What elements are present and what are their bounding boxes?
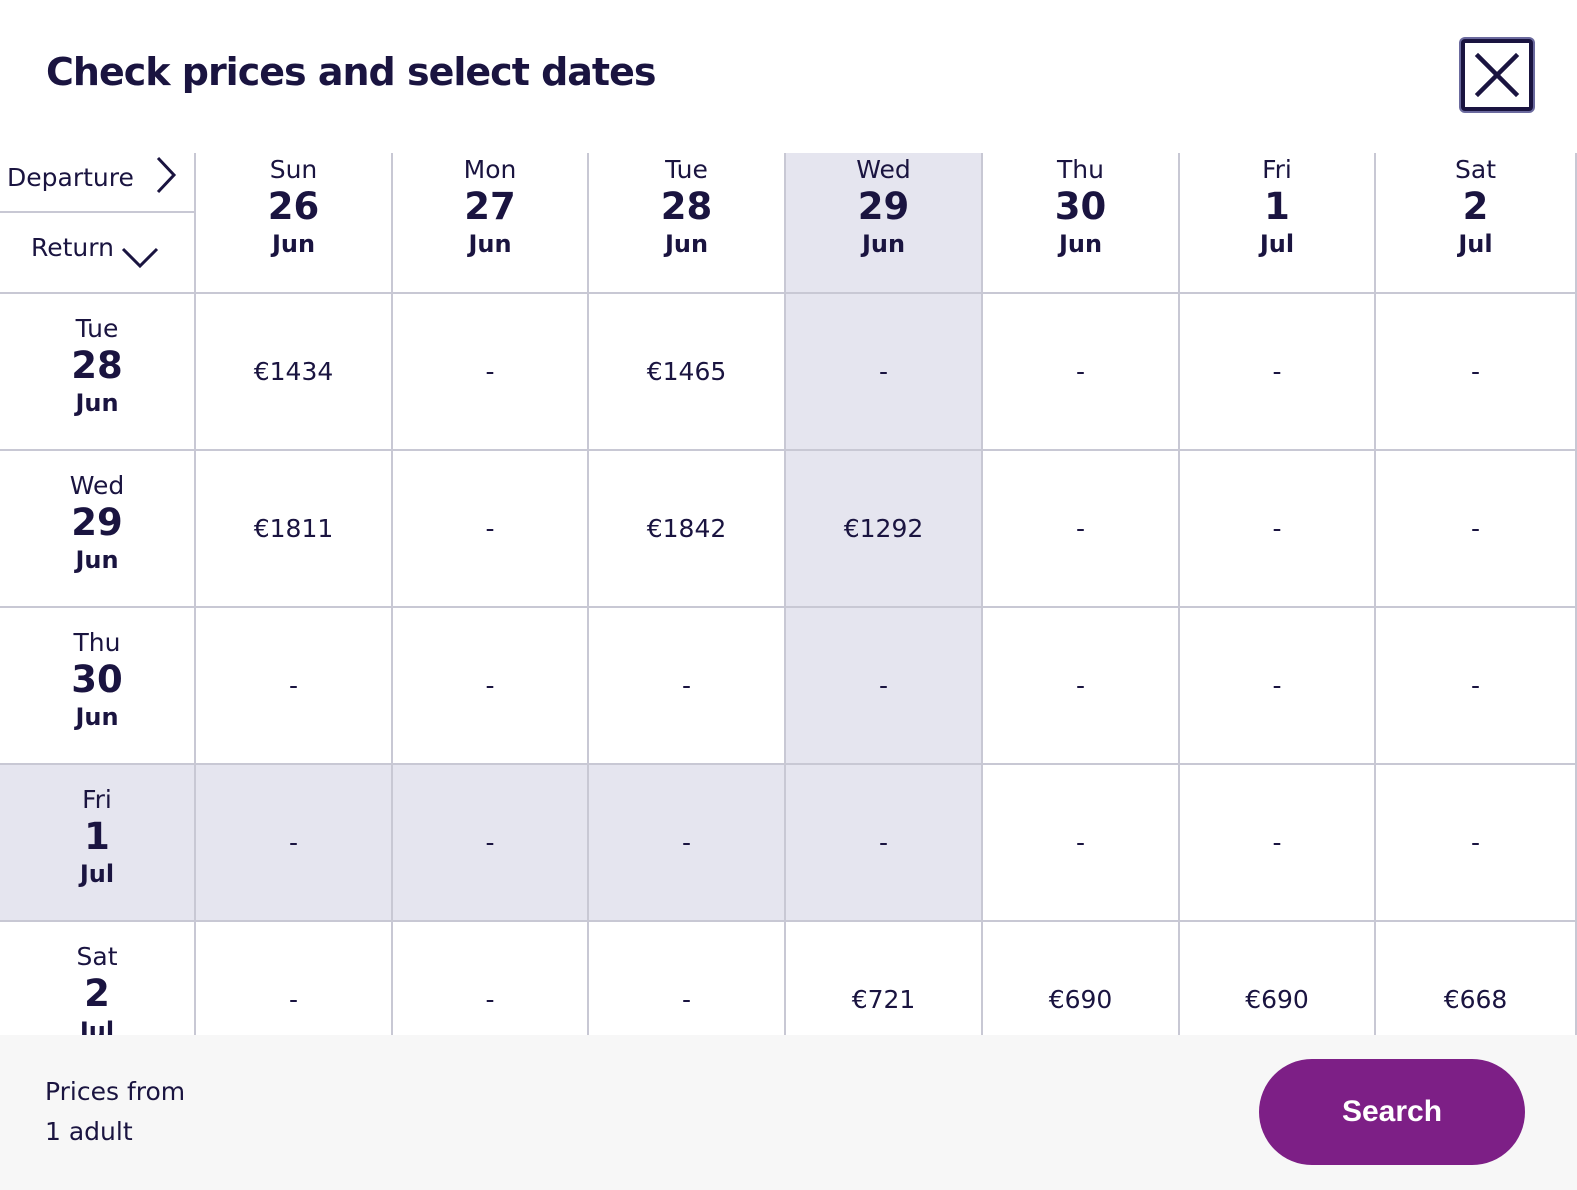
footer-bar: Prices from 1 adult Search (0, 1035, 1577, 1190)
departure-date-day: 29 (857, 185, 910, 228)
price-cell[interactable]: - (1376, 294, 1577, 451)
page-title: Check prices and select dates (46, 50, 656, 94)
modal-header: Check prices and select dates (0, 0, 1577, 150)
return-date-weekday: Wed (69, 471, 125, 500)
departure-label: Departure (7, 162, 134, 192)
price-cell[interactable]: €1465 (589, 294, 786, 451)
departure-date-month: Jun (861, 230, 906, 258)
price-cell[interactable]: - (1376, 608, 1577, 765)
price-cell[interactable]: - (589, 608, 786, 765)
departure-date-month: Jun (664, 230, 709, 258)
return-date-day: 2 (84, 972, 110, 1015)
departure-date-day: 1 (1264, 185, 1290, 228)
departure-date-weekday: Sun (269, 155, 318, 184)
departure-axis-label: Departure (0, 153, 196, 213)
price-cell[interactable]: - (1180, 451, 1376, 608)
chevron-right-icon (156, 156, 177, 194)
price-cell[interactable]: - (393, 451, 589, 608)
return-date-header[interactable]: Fri 1 Jul (0, 765, 196, 922)
price-cell[interactable]: €1292 (786, 451, 983, 608)
departure-date-weekday: Thu (1057, 155, 1104, 184)
return-date-month: Jul (79, 1017, 115, 1035)
price-cell[interactable]: €1842 (589, 451, 786, 608)
price-cell[interactable]: - (393, 294, 589, 451)
close-button[interactable] (1461, 39, 1533, 111)
price-cell[interactable]: - (983, 608, 1180, 765)
return-date-header[interactable]: Thu 30 Jun (0, 608, 196, 765)
price-cell[interactable]: - (196, 608, 393, 765)
return-axis-label: Return (0, 213, 196, 293)
departure-date-month: Jun (1058, 230, 1103, 258)
departure-date-weekday: Sat (1455, 155, 1496, 184)
price-cell[interactable]: €690 (1180, 922, 1376, 1035)
departure-date-header[interactable]: Sun 26 Jun (196, 153, 393, 294)
return-date-day: 1 (84, 815, 110, 858)
departure-date-header[interactable]: Wed 29 Jun (786, 153, 983, 294)
departure-date-weekday: Fri (1262, 155, 1292, 184)
price-cell[interactable]: - (786, 294, 983, 451)
close-icon (1474, 52, 1520, 98)
departure-date-weekday: Wed (856, 155, 911, 184)
return-date-weekday: Thu (73, 628, 121, 657)
price-cell[interactable]: - (983, 294, 1180, 451)
return-date-weekday: Sat (76, 942, 118, 971)
departure-date-month: Jun (468, 230, 512, 258)
departure-date-header[interactable]: Tue 28 Jun (589, 153, 786, 294)
departure-date-day: 28 (660, 185, 713, 228)
price-cell[interactable]: - (786, 765, 983, 922)
departure-date-day: 2 (1462, 185, 1489, 228)
return-date-weekday: Tue (75, 314, 119, 343)
price-cell[interactable]: - (393, 922, 589, 1035)
passenger-count: 1 adult (45, 1117, 133, 1146)
price-cell[interactable]: €721 (786, 922, 983, 1035)
price-cell[interactable]: - (1180, 765, 1376, 922)
price-cell[interactable]: €1811 (196, 451, 393, 608)
return-date-day: 29 (71, 501, 123, 544)
departure-date-weekday: Mon (463, 155, 517, 184)
price-cell[interactable]: - (1376, 451, 1577, 608)
price-cell[interactable]: - (983, 765, 1180, 922)
departure-date-day: 30 (1054, 185, 1107, 228)
departure-date-header[interactable]: Fri 1 Jul (1180, 153, 1376, 294)
return-date-header[interactable]: Sat 2 Jul (0, 922, 196, 1035)
return-date-weekday: Fri (82, 785, 112, 814)
return-date-month: Jul (79, 860, 115, 888)
departure-date-month: Jul (1458, 230, 1493, 258)
search-button[interactable]: Search (1259, 1059, 1525, 1165)
departure-date-day: 26 (267, 185, 320, 228)
price-cell[interactable]: - (1180, 608, 1376, 765)
price-cell[interactable]: €690 (983, 922, 1180, 1035)
return-date-day: 28 (71, 344, 123, 387)
price-cell[interactable]: - (786, 608, 983, 765)
price-cell[interactable]: - (983, 451, 1180, 608)
price-cell[interactable]: €668 (1376, 922, 1577, 1035)
price-cell[interactable]: - (1376, 765, 1577, 922)
grid-corner: Departure Return (0, 153, 196, 294)
prices-from-label: Prices from (45, 1077, 186, 1106)
departure-date-month: Jun (271, 230, 316, 258)
price-cell[interactable]: - (589, 765, 786, 922)
chevron-down-icon (121, 247, 159, 269)
price-cell[interactable]: €1434 (196, 294, 393, 451)
price-cell[interactable]: - (1180, 294, 1376, 451)
return-date-month: Jun (75, 703, 119, 731)
departure-date-weekday: Tue (665, 155, 708, 184)
price-cell[interactable]: - (393, 608, 589, 765)
return-date-month: Jun (75, 546, 119, 574)
return-date-day: 30 (71, 658, 123, 701)
departure-date-header[interactable]: Thu 30 Jun (983, 153, 1180, 294)
return-label: Return (31, 233, 114, 262)
price-cell[interactable]: - (196, 765, 393, 922)
price-calendar: Departure Return Sun 26 Jun Mon 27 Jun Tue 28 Ju… (0, 151, 1577, 1035)
return-date-header[interactable]: Wed 29 Jun (0, 451, 196, 608)
price-cell[interactable]: - (196, 922, 393, 1035)
price-cell[interactable]: - (393, 765, 589, 922)
departure-date-header[interactable]: Sat 2 Jul (1376, 153, 1577, 294)
return-date-month: Jun (75, 389, 119, 417)
departure-date-day: 27 (464, 185, 516, 228)
departure-date-month: Jul (1259, 230, 1295, 258)
departure-date-header[interactable]: Mon 27 Jun (393, 153, 589, 294)
return-date-header[interactable]: Tue 28 Jun (0, 294, 196, 451)
price-cell[interactable]: - (589, 922, 786, 1035)
